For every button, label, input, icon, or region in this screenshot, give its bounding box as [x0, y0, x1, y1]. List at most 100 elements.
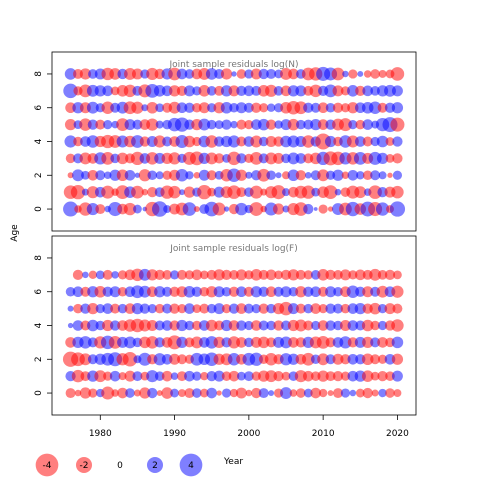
residual-bubble — [391, 85, 403, 97]
residual-bubble — [295, 153, 307, 164]
residual-bubble — [193, 206, 200, 213]
residual-bubble — [250, 269, 263, 281]
residual-bubble — [117, 270, 128, 280]
residual-bubble — [221, 119, 232, 130]
residual-bubble — [303, 270, 313, 280]
residual-bubble — [294, 319, 307, 332]
residual-bubble — [82, 271, 89, 279]
residual-bubble — [377, 187, 388, 198]
residual-bubble — [184, 69, 195, 79]
residual-bubble — [355, 85, 366, 96]
residual-bubble — [340, 354, 351, 365]
residual-bubble — [266, 170, 276, 181]
residual-bubble — [102, 319, 114, 332]
residual-bubble — [212, 202, 226, 216]
residual-bubble — [146, 269, 158, 281]
residual-bubble — [236, 187, 247, 198]
residual-bubble — [206, 371, 217, 382]
residual-bubble — [347, 169, 359, 181]
residual-bubble — [138, 169, 151, 182]
residual-bubble — [67, 172, 74, 179]
residual-bubble — [177, 269, 187, 280]
x-tick-label: 1980 — [89, 429, 112, 439]
residual-bubble — [110, 320, 121, 331]
residual-bubble — [376, 285, 389, 298]
residual-bubble — [170, 388, 179, 398]
residual-bubble — [391, 336, 404, 349]
residual-bubble — [147, 170, 158, 181]
legend-label: -2 — [80, 461, 89, 471]
residual-bubble — [339, 269, 351, 281]
residual-bubble — [325, 320, 336, 331]
residual-bubble — [124, 119, 136, 131]
residual-bubble — [333, 270, 343, 280]
residual-bubble — [280, 387, 292, 399]
residual-bubble — [170, 372, 179, 380]
residual-bubble — [156, 390, 163, 397]
residual-bubble — [192, 388, 202, 398]
residual-bubble — [392, 303, 403, 314]
residual-bubble — [103, 371, 113, 381]
y-tick-label: 8 — [34, 255, 44, 261]
residual-bubble — [243, 85, 255, 97]
residual-bubble — [287, 303, 299, 315]
residual-bubble — [221, 371, 232, 381]
bubble-layer — [62, 268, 404, 400]
residual-bubble — [236, 119, 247, 130]
residual-bubble — [192, 320, 202, 331]
residual-bubble — [178, 389, 186, 398]
residual-bubble — [245, 171, 253, 179]
residual-bubble — [103, 171, 112, 180]
residual-bubble — [235, 169, 248, 181]
residual-bubble — [333, 320, 343, 331]
residual-bubble — [67, 305, 74, 312]
residual-bubble — [273, 286, 284, 297]
residual-bubble — [141, 104, 149, 112]
residual-bubble — [153, 353, 166, 366]
residual-bubble — [73, 136, 83, 147]
residual-bubble — [249, 185, 263, 199]
residual-bubble — [273, 371, 284, 382]
residual-bubble — [191, 269, 203, 281]
residual-bubble — [250, 68, 262, 80]
residual-bubble — [266, 68, 277, 79]
residual-bubble — [123, 202, 137, 216]
residual-bubble — [146, 101, 159, 114]
residual-bubble — [79, 387, 92, 399]
residual-bubble — [303, 320, 314, 331]
residual-bubble — [87, 302, 99, 315]
residual-bubble — [198, 85, 211, 97]
residual-bubble — [117, 387, 128, 399]
residual-bubble — [65, 153, 76, 164]
residual-bubble — [86, 101, 99, 114]
residual-bubble — [176, 68, 188, 80]
residual-bubble — [390, 67, 405, 81]
residual-bubble — [139, 303, 150, 314]
residual-bubble — [229, 102, 239, 113]
residual-bubble — [67, 322, 74, 329]
residual-bubble — [332, 353, 344, 365]
residual-bubble — [391, 102, 404, 114]
residual-bubble — [332, 85, 344, 97]
residual-bubble — [134, 172, 141, 178]
residual-bubble — [340, 371, 351, 381]
residual-bubble — [216, 390, 222, 396]
residual-bubble — [294, 101, 308, 115]
residual-bubble — [72, 320, 84, 331]
y-tick-label: 8 — [34, 71, 44, 77]
residual-bubble — [102, 85, 114, 97]
residual-bubble — [184, 270, 195, 280]
residual-bubble — [87, 169, 99, 181]
residual-bubble — [191, 286, 202, 297]
residual-bubble — [392, 153, 403, 164]
residual-bubble — [245, 389, 253, 397]
residual-bubble — [162, 303, 173, 314]
x-tick-label: 1990 — [163, 429, 186, 439]
residual-bubble — [268, 390, 275, 397]
residual-bubble — [296, 388, 306, 398]
residual-bubble — [331, 67, 345, 81]
residual-bubble — [362, 387, 373, 399]
residual-bubble — [327, 206, 334, 212]
residual-bubble — [287, 152, 300, 165]
